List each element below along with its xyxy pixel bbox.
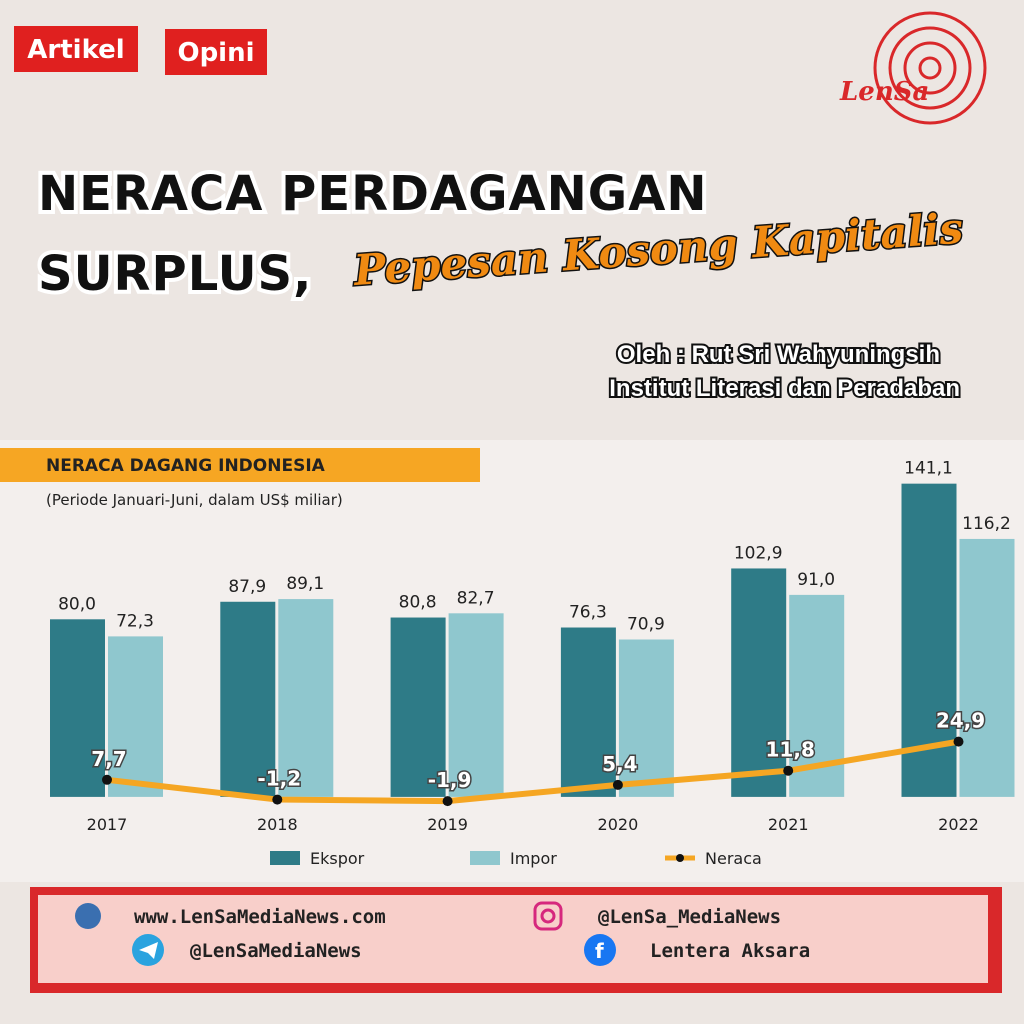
title-banner <box>0 448 480 482</box>
legend-label: Neraca <box>705 849 762 868</box>
chart-title: NERACA DAGANG INDONESIA <box>46 456 326 476</box>
value-label: 102,9 <box>734 543 783 563</box>
value-label: 24,9 <box>936 709 985 733</box>
facebook[interactable]: Lentera Aksara <box>650 940 810 962</box>
tag[interactable]: Artikel <box>27 35 124 65</box>
value-label: 91,0 <box>797 570 835 590</box>
x-tick-label: 2017 <box>87 815 128 834</box>
value-label: 5,4 <box>602 752 637 776</box>
headline: SURPLUS, <box>38 246 312 302</box>
value-label: 72,3 <box>116 611 154 631</box>
web-icon <box>75 903 101 929</box>
x-tick-label: 2022 <box>938 815 979 834</box>
logo-icon <box>873 11 987 125</box>
point <box>783 765 794 776</box>
instagram[interactable]: @LenSa_MediaNews <box>598 906 781 928</box>
legend-swatch <box>470 851 500 865</box>
point <box>272 794 283 805</box>
value-label: 87,9 <box>228 577 266 597</box>
instagram-icon <box>540 908 556 924</box>
bar <box>959 538 1015 797</box>
value-label: 116,2 <box>962 514 1011 534</box>
website[interactable]: www.LenSaMediaNews.com <box>134 906 386 928</box>
value-label: 80,8 <box>399 593 437 613</box>
point <box>442 796 453 807</box>
telegram[interactable]: @LenSaMediaNews <box>190 940 362 962</box>
x-tick-label: 2018 <box>257 815 298 834</box>
x-tick-label: 2020 <box>598 815 639 834</box>
tag-box[interactable] <box>165 29 267 75</box>
legend-label: Impor <box>510 849 557 868</box>
point <box>102 774 112 785</box>
bar <box>618 639 674 797</box>
value-label: 80,0 <box>58 594 96 614</box>
logo-text: LenSa <box>839 77 929 107</box>
bar <box>731 568 787 797</box>
bar <box>448 613 504 797</box>
byline: Oleh : Rut Sri Wahyuningsih <box>617 341 940 368</box>
facebook-icon: f <box>595 939 604 963</box>
legend-swatch <box>270 851 300 865</box>
value-label: 76,3 <box>569 603 607 623</box>
value-label: 11,8 <box>766 738 815 762</box>
line <box>106 738 960 805</box>
value-label: 70,9 <box>627 615 665 635</box>
legend-label: Ekspor <box>310 849 365 868</box>
value-label: 7,7 <box>91 747 126 771</box>
value-label: 141,1 <box>904 459 953 479</box>
headline: NERACA PERDAGANGAN <box>38 166 708 222</box>
tag[interactable]: Opini <box>177 38 254 68</box>
facebook-icon <box>584 934 616 966</box>
bar <box>278 599 334 797</box>
bar <box>390 617 446 797</box>
x-tick-label: 2019 <box>427 815 468 834</box>
footer-box <box>38 895 988 983</box>
bar <box>220 601 276 797</box>
x-tick-label: 2021 <box>768 815 809 834</box>
bar <box>560 627 616 797</box>
bar <box>108 636 163 797</box>
byline: Institut Literasi dan Peradaban <box>609 375 960 402</box>
chart-subtitle: (Periode Januari-Juni, dalam US$ miliar) <box>46 491 343 509</box>
value-label: 82,7 <box>457 588 495 608</box>
tag-box[interactable] <box>14 26 138 72</box>
value-label: 89,1 <box>286 574 324 594</box>
chart-panel <box>0 440 1024 882</box>
legend-swatch <box>676 854 684 862</box>
bar <box>50 619 105 797</box>
instagram-icon <box>533 901 563 931</box>
point <box>612 779 623 790</box>
chart: 80,0 87,9 80,8 76,3 102,9 141,1 72,3 89,1 82,7 70… <box>50 459 1015 868</box>
value-label: -1,9 <box>428 768 472 792</box>
point <box>953 736 964 747</box>
telegram-icon <box>139 942 158 959</box>
value-label: -1,2 <box>257 767 301 791</box>
